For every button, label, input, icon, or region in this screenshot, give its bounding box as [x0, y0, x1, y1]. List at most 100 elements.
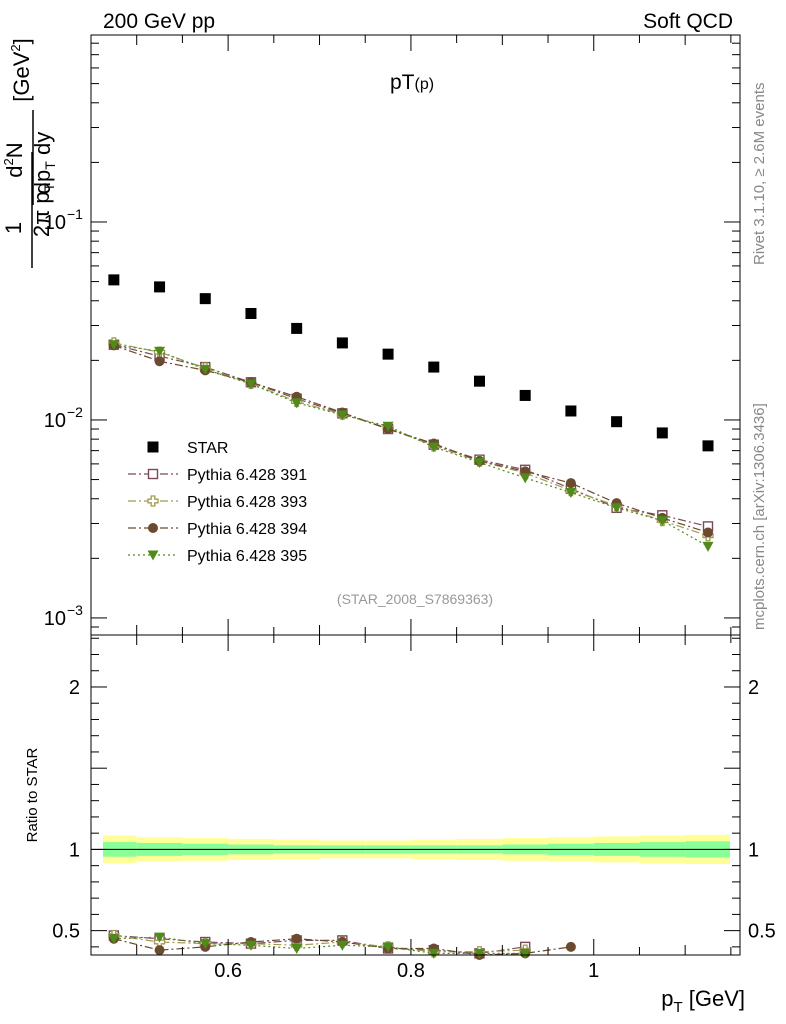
ratio-y-tick-label-left: 2	[69, 677, 80, 699]
data-point-p395	[336, 410, 348, 421]
data-point-p395	[154, 346, 166, 357]
legend-label-p394: Pythia 6.428 394	[187, 521, 307, 538]
data-point-p395	[199, 364, 211, 375]
ratio-point-p394	[291, 933, 302, 944]
x-tick-label: 0.8	[397, 960, 425, 982]
data-point-STAR	[656, 427, 668, 439]
data-point-p395	[245, 379, 257, 390]
analysis-tag: (STAR_2008_S7869363)	[337, 591, 493, 607]
data-point-STAR	[611, 416, 623, 428]
plot-label: pT(p)	[390, 71, 434, 94]
data-point-p394	[703, 527, 714, 538]
main-panel-frame	[90, 34, 741, 636]
data-point-STAR	[565, 405, 577, 417]
ratio-point-p395	[108, 934, 120, 945]
ratio-point-p395	[291, 944, 303, 955]
data-point-STAR	[108, 274, 120, 286]
ratio-point-p394	[154, 945, 165, 956]
side-note-top: Rivet 3.1.10, ≥ 2.6M events	[751, 83, 768, 266]
ratio-point-p395	[519, 948, 531, 959]
data-point-p395	[519, 473, 531, 484]
ratio-point-p394	[565, 941, 576, 952]
main-y-tick-exponent: −2	[67, 404, 83, 420]
y-label-one: 1	[1, 222, 26, 234]
legend-label-p393: Pythia 6.428 393	[187, 494, 307, 511]
ratio-y-tick-label-left: 0.5	[52, 921, 80, 943]
main-y-tick-exponent: −1	[67, 206, 83, 222]
data-point-STAR	[336, 337, 348, 349]
legend-item-p394: Pythia 6.428 394	[128, 521, 307, 538]
data-point-p395	[473, 457, 485, 468]
series-line-p395	[113, 344, 709, 547]
data-point-STAR	[702, 440, 714, 452]
x-axis-label: pT [GeV]	[661, 986, 745, 1016]
data-point-STAR	[382, 348, 394, 360]
y-label-denom-1: 2π pT	[29, 182, 57, 237]
ratio-panel-frame	[90, 634, 741, 956]
data-point-STAR	[154, 281, 166, 293]
plot-label-sub: (p)	[415, 76, 435, 93]
data-point-p395	[382, 421, 394, 432]
data-point-STAR	[199, 293, 211, 305]
data-point-p395	[291, 398, 303, 409]
y-label-units: [GeV2]	[8, 38, 34, 102]
main-y-tick-label: 10	[44, 608, 66, 630]
series-p395	[108, 340, 714, 552]
ratio-y-label: Ratio to STAR	[24, 747, 41, 842]
legend: STAR Pythia 6.428 391 Pythia 6.428 393 Pyth…	[128, 440, 307, 565]
ratio-y-tick-label-left: 1	[69, 839, 80, 861]
data-point-p395	[702, 541, 714, 552]
ratio-point-p395	[245, 940, 257, 951]
legend-item-p391: Pythia 6.428 391	[128, 467, 307, 484]
data-point-p394	[565, 478, 576, 489]
data-point-p395	[108, 340, 120, 351]
series-line-p393	[113, 342, 709, 537]
main-y-tick-label: 10	[44, 212, 66, 234]
ratio-y-tick-label-right: 1	[748, 839, 759, 861]
main-y-tick-label: 10	[44, 410, 66, 432]
ratio-panel: 0.5 0.5 1 1 2 2 0.6 0.8 1 Ratio to STAR pT [GeV]	[24, 634, 776, 1016]
legend-label-STAR: STAR	[187, 440, 228, 457]
main-panel: pT(p) (STAR_2008_S7869363) 1 2π pT d2N d…	[1, 34, 741, 636]
side-note-bottom: mcplots.cern.ch [arXiv:1306.3436]	[751, 403, 768, 630]
ratio-point-p395	[473, 948, 485, 959]
ratio-y-tick-label-right: 0.5	[748, 921, 776, 943]
legend-item-STAR: STAR	[147, 440, 228, 457]
ratio-point-p395	[199, 939, 211, 950]
ratio-point-p395	[336, 940, 348, 951]
plot-label-main: pT	[390, 71, 415, 94]
legend-marker-p395	[147, 550, 159, 561]
ratio-point-p395	[428, 948, 440, 959]
x-tick-label: 0.6	[214, 960, 242, 982]
legend-label-p395: Pythia 6.428 395	[187, 548, 307, 565]
legend-marker-p391	[147, 468, 159, 480]
legend-marker-STAR	[147, 441, 159, 453]
y-label-numer: d2N	[1, 142, 27, 177]
data-point-p395	[428, 442, 440, 453]
data-point-STAR	[245, 307, 257, 319]
legend-marker-p394	[148, 523, 158, 533]
header-right: Soft QCD	[643, 10, 733, 33]
main-y-tick-exponent: −3	[67, 602, 83, 618]
series-line-p394	[113, 344, 709, 534]
data-point-p395	[656, 516, 668, 527]
ratio-series-layer	[108, 929, 576, 960]
series-STAR	[108, 274, 714, 452]
main-axis-ticks: 10−310−210−1	[44, 35, 740, 635]
ratio-axis-ticks: 0.5 0.5 1 1 2 2 0.6 0.8 1	[52, 635, 776, 982]
legend-marker-p393	[147, 495, 159, 507]
data-point-p395	[565, 488, 577, 499]
ratio-point-p395	[154, 932, 166, 943]
data-point-STAR	[519, 389, 531, 401]
legend-item-p393: Pythia 6.428 393	[128, 494, 307, 511]
data-point-STAR	[473, 375, 485, 387]
legend-label-p391: Pythia 6.428 391	[187, 467, 307, 484]
y-label-denom-2: dpT dy	[30, 132, 58, 194]
ratio-y-tick-label-right: 2	[748, 677, 759, 699]
header-left: 200 GeV pp	[103, 10, 215, 33]
x-tick-label: 1	[588, 960, 599, 982]
ratio-point-p395	[382, 942, 394, 953]
data-point-p394	[154, 356, 165, 367]
main-series-layer	[108, 274, 714, 552]
